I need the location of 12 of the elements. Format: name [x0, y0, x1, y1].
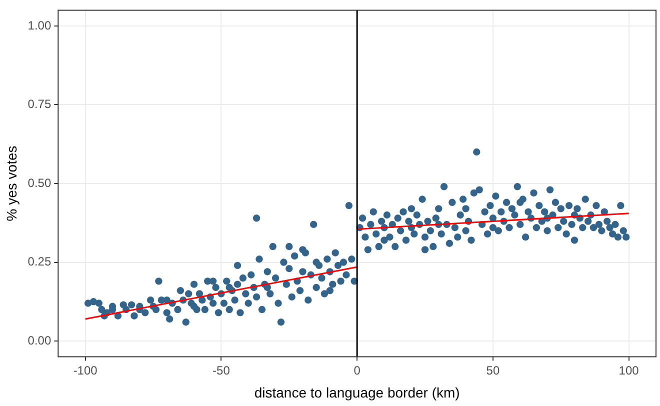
x-tick-label: 50 — [486, 363, 500, 378]
y-axis-title: % yes votes — [3, 146, 20, 222]
x-tick-label: 0 — [354, 363, 361, 378]
y-tick-label: 0.50 — [28, 176, 52, 190]
y-tick-label: 1.00 — [28, 18, 52, 32]
x-tick-label: -100 — [73, 363, 98, 378]
x-tick-label: -50 — [212, 363, 230, 378]
x-tick-label: 100 — [618, 363, 640, 378]
y-tick-label: 0.75 — [28, 97, 52, 112]
x-axis-title: distance to language border (km) — [254, 384, 460, 400]
y-tick-label: 0.00 — [28, 333, 52, 348]
y-tick-label: 0.25 — [28, 254, 52, 269]
